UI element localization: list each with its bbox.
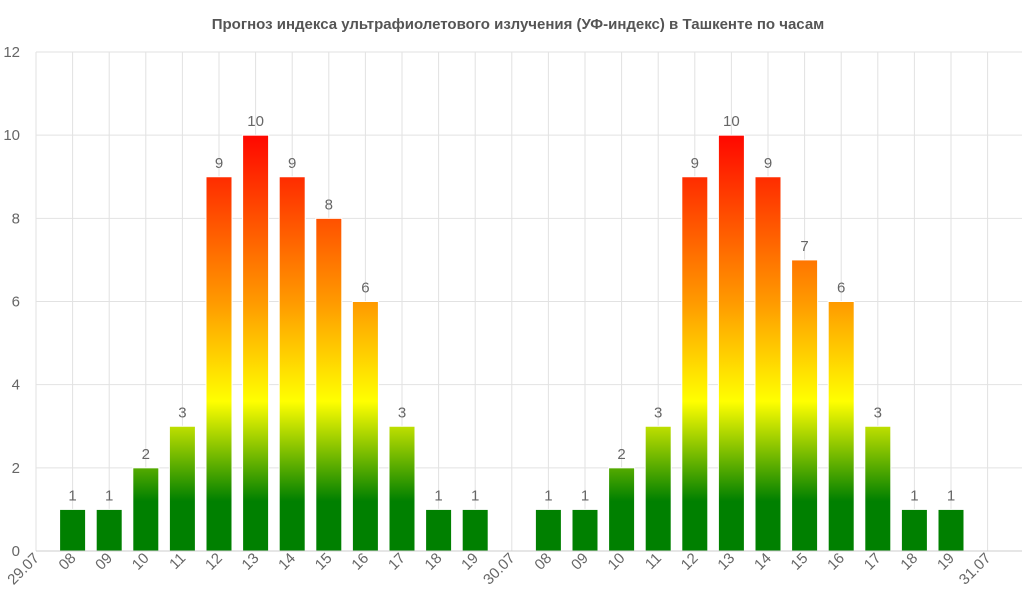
data-label: 1 xyxy=(581,487,589,504)
x-tick-label: 30.07 xyxy=(480,550,519,589)
data-label: 6 xyxy=(837,280,845,297)
y-tick-label: 0 xyxy=(12,543,20,560)
bar xyxy=(827,301,855,552)
data-label: 9 xyxy=(215,155,223,172)
bar xyxy=(388,425,416,552)
data-label: 1 xyxy=(471,487,479,504)
data-label: 10 xyxy=(723,113,740,130)
x-tick-label: 19 xyxy=(458,550,482,574)
x-tick-label: 17 xyxy=(861,550,885,574)
x-tick-label: 18 xyxy=(422,550,446,574)
x-tick-label: 08 xyxy=(531,550,555,574)
x-tick-label: 14 xyxy=(275,550,299,574)
x-tick-label: 17 xyxy=(385,550,409,574)
x-tick-label: 16 xyxy=(824,550,848,574)
data-label: 3 xyxy=(398,404,406,421)
bar xyxy=(425,508,453,552)
x-tick-label: 29.07 xyxy=(4,550,43,589)
bar xyxy=(461,508,489,552)
bar xyxy=(937,508,965,552)
data-label: 1 xyxy=(544,487,552,504)
bar xyxy=(95,508,123,552)
data-label: 8 xyxy=(325,196,333,213)
x-tick-label: 09 xyxy=(568,550,592,574)
x-tick-label: 12 xyxy=(678,550,702,574)
x-tick-label: 16 xyxy=(348,550,372,574)
bar xyxy=(608,467,636,552)
chart-title: Прогноз индекса ультрафиолетового излуче… xyxy=(211,16,825,33)
data-label: 1 xyxy=(910,487,918,504)
data-label: 9 xyxy=(764,155,772,172)
x-tick-label: 10 xyxy=(605,550,629,574)
y-tick-label: 12 xyxy=(3,44,20,61)
x-tick-label: 09 xyxy=(92,550,116,574)
bar xyxy=(864,425,892,552)
y-tick-label: 2 xyxy=(12,460,20,477)
y-tick-label: 6 xyxy=(12,294,20,311)
bar xyxy=(900,508,928,552)
x-tick-label: 18 xyxy=(897,550,921,574)
bar xyxy=(242,134,270,552)
x-tick-label: 13 xyxy=(714,550,738,574)
bar xyxy=(754,176,782,552)
bar xyxy=(571,508,599,552)
x-tick-label: 10 xyxy=(129,550,153,574)
bar xyxy=(681,176,709,552)
data-label: 6 xyxy=(361,280,369,297)
bar xyxy=(168,425,196,552)
y-tick-label: 4 xyxy=(12,377,20,394)
x-tick-label: 14 xyxy=(751,550,775,574)
data-label: 7 xyxy=(800,238,808,255)
x-tick-label: 12 xyxy=(202,550,226,574)
data-label: 1 xyxy=(947,487,955,504)
data-label: 1 xyxy=(68,487,76,504)
y-tick-label: 8 xyxy=(12,210,20,227)
x-tick-label: 15 xyxy=(312,550,336,574)
data-label: 1 xyxy=(434,487,442,504)
bar xyxy=(278,176,306,552)
x-tick-label: 31.07 xyxy=(956,550,995,589)
data-label: 9 xyxy=(288,155,296,172)
x-tick-label: 11 xyxy=(642,550,665,573)
bar xyxy=(132,467,160,552)
data-label: 3 xyxy=(654,404,662,421)
bar xyxy=(315,217,343,552)
data-label: 9 xyxy=(691,155,699,172)
bar xyxy=(205,176,233,552)
bar xyxy=(644,425,672,552)
data-label: 3 xyxy=(874,404,882,421)
data-label: 3 xyxy=(178,404,186,421)
data-labels: 1 1 2 3 9 10 9 8 6 3 1 1 1 1 2 3 9 10 9 7 6 3 1 1 xyxy=(68,113,955,504)
data-label: 2 xyxy=(142,446,150,463)
x-tick-label: 15 xyxy=(788,550,812,574)
x-tick-label: 19 xyxy=(934,550,958,574)
x-tick-label: 11 xyxy=(166,550,189,573)
y-tick-label: 10 xyxy=(3,127,20,144)
x-tick-label: 08 xyxy=(56,550,80,574)
data-label: 2 xyxy=(617,446,625,463)
x-tick-label: 13 xyxy=(239,550,263,574)
data-label: 10 xyxy=(247,113,264,130)
bar xyxy=(534,508,562,552)
bar xyxy=(791,259,819,552)
bar xyxy=(351,301,379,552)
data-label: 1 xyxy=(105,487,113,504)
bar xyxy=(59,508,87,552)
bar xyxy=(717,134,745,552)
bars xyxy=(59,134,965,552)
